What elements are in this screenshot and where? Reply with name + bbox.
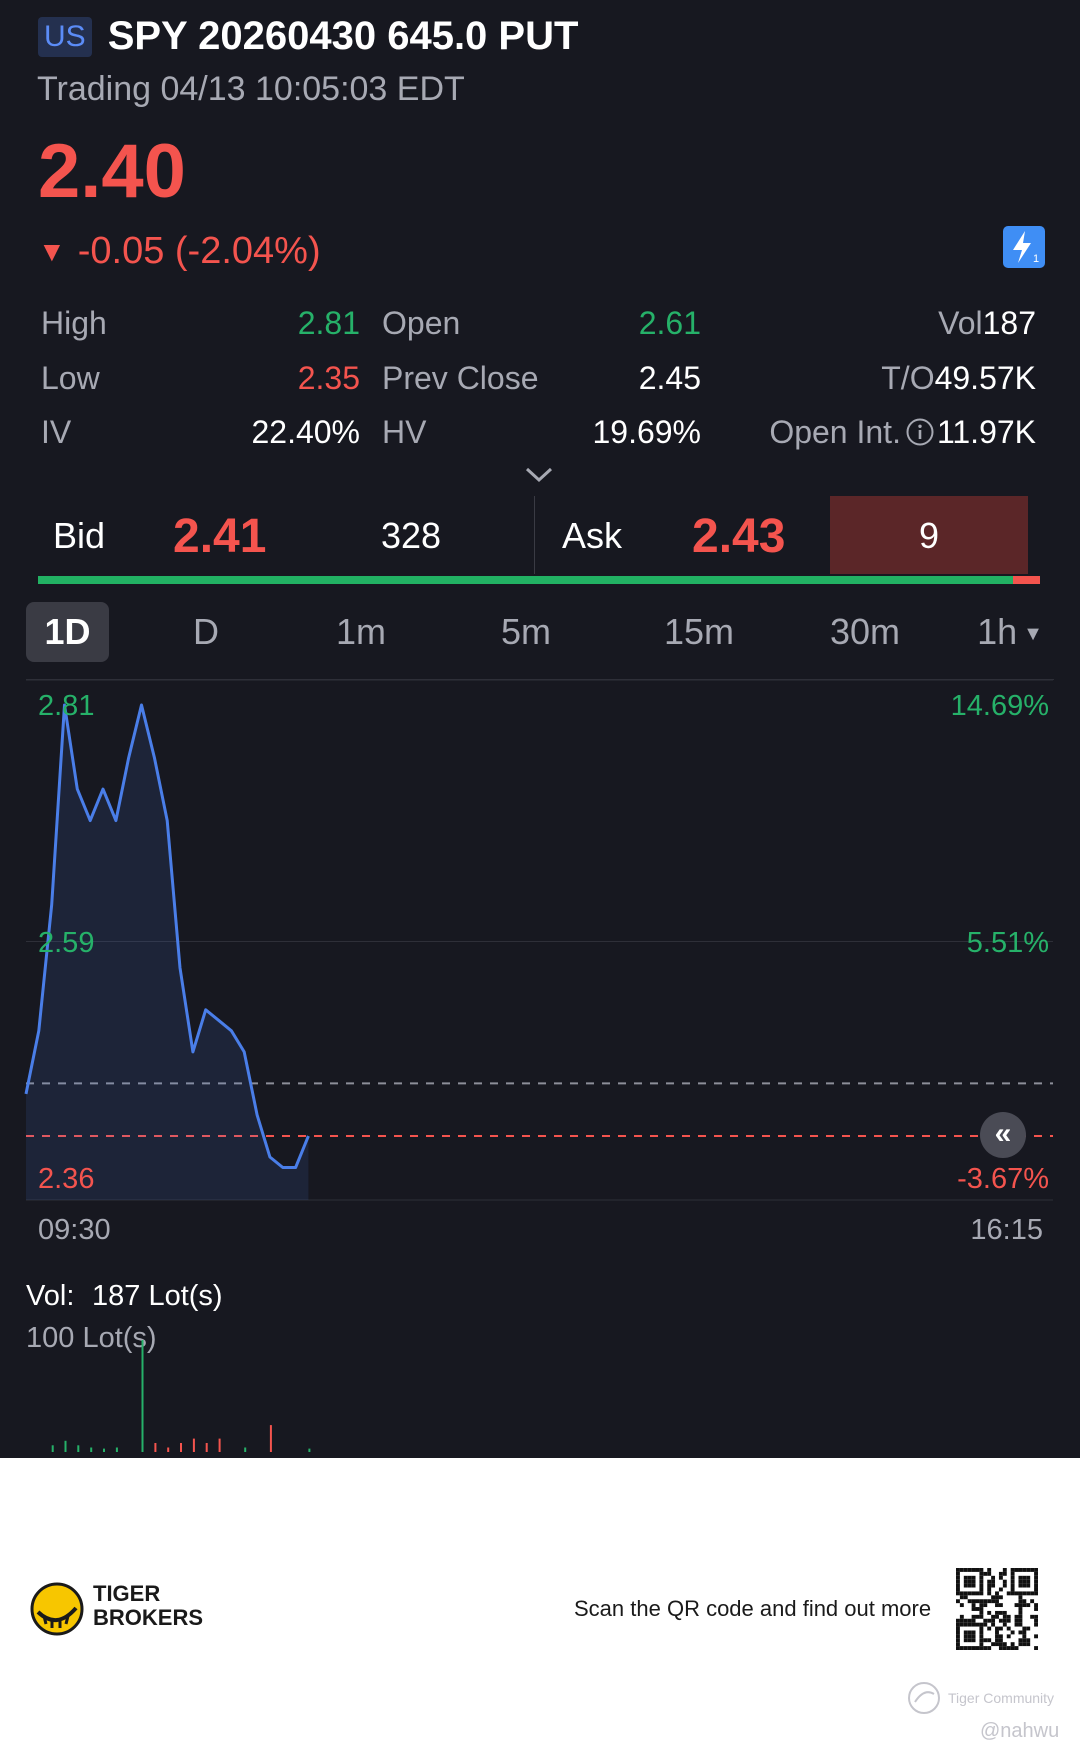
volume-bar (205, 1443, 208, 1452)
ask-size-highlight (830, 496, 1028, 574)
hv-label: HV (382, 414, 427, 450)
iv-value: 22.40% (251, 414, 360, 450)
chevron-down-icon[interactable] (523, 462, 555, 486)
tab-5m[interactable]: 5m (500, 611, 551, 652)
prev-close-label: Prev Close (382, 360, 539, 396)
tab-d[interactable]: D (193, 611, 219, 652)
trading-status: Trading 04/13 10:05:03 EDT (37, 70, 465, 108)
tiger-logo-icon (30, 1582, 84, 1636)
low-label: Low (41, 360, 100, 396)
community-watermark: Tiger Community (906, 1680, 1054, 1716)
volume-bar (244, 1447, 247, 1452)
iv-label: IV (41, 414, 72, 450)
bid-price: 2.41 (173, 510, 267, 563)
qr-code[interactable] (956, 1568, 1038, 1650)
y-tick-mid: 2.59 (38, 927, 95, 959)
community-logo-icon (908, 1682, 940, 1714)
change-value: -0.05 (-2.04%) (77, 230, 321, 272)
turnover-stat: T/O49.57K (780, 358, 1036, 398)
pct-tick-low: -3.67% (957, 1163, 1049, 1195)
volume-bar (115, 1447, 118, 1452)
y-tick-high: 2.81 (38, 690, 95, 722)
dropdown-caret-icon: ▼ (1023, 623, 1043, 645)
high-label: High (41, 305, 107, 341)
volume-bar (90, 1447, 93, 1452)
low-value: 2.35 (297, 360, 360, 396)
option-quote-screen: US SPY 20260430 645.0 PUT Trading 04/13 … (0, 0, 1080, 1458)
volume-bar (141, 1340, 144, 1452)
volume-bar (180, 1443, 182, 1452)
open-value: 2.61 (638, 305, 701, 341)
vol-stat: Vol187 (780, 303, 1036, 343)
bid-ratio-fill (38, 576, 1013, 584)
volume-bar (269, 1425, 272, 1452)
volume-bar (51, 1445, 54, 1452)
ask-label: Ask (562, 515, 623, 556)
volume-bar (154, 1443, 157, 1452)
bid-ask-divider (534, 496, 535, 574)
header: US SPY 20260430 645.0 PUT (38, 14, 578, 59)
vol-value: 187 (982, 305, 1036, 341)
bid-label: Bid (53, 515, 106, 556)
x-tick-start: 09:30 (38, 1214, 111, 1246)
x-tick-end: 16:15 (970, 1214, 1043, 1246)
lightning-icon[interactable]: 1 (1003, 226, 1045, 268)
price-area-fill (26, 705, 309, 1200)
open-int-value: 11.97K (936, 414, 1036, 450)
pct-tick-high: 14.69% (950, 690, 1049, 722)
share-footer: TIGER BROKERS Scan the QR code and find … (0, 1458, 1080, 1760)
vol-label: Vol (938, 305, 983, 341)
turnover-label: T/O (881, 360, 935, 396)
open-label: Open (382, 305, 461, 341)
bid-ask-ratio-bar (38, 576, 1040, 584)
scan-prompt: Scan the QR code and find out more (574, 1596, 932, 1621)
market-badge: US (38, 16, 92, 57)
turnover-value: 49.57K (934, 360, 1036, 396)
volume-scale-label: 100 Lot(s) (26, 1322, 157, 1354)
bid-ask-panel[interactable]: Bid 2.41 328 Ask 2.43 9 (38, 496, 1040, 584)
ask-price: 2.43 (692, 510, 786, 563)
scroll-to-latest-button[interactable]: « (980, 1112, 1026, 1158)
tab-1d[interactable]: 1D (26, 602, 109, 662)
user-handle: @nahwu (980, 1720, 1060, 1742)
volume-bar (167, 1447, 170, 1452)
down-arrow-icon: ▼ (38, 235, 66, 267)
ask-size: 9 (918, 515, 940, 556)
hv-value: 19.69% (592, 414, 701, 450)
info-icon[interactable] (905, 416, 935, 456)
volume-bar (192, 1438, 195, 1452)
volume-bar-chart (51, 1340, 311, 1452)
tab-1h[interactable]: 1h ▼ (977, 611, 1043, 652)
high-value: 2.81 (297, 305, 360, 341)
last-price: 2.40 (38, 129, 186, 214)
y-tick-low: 2.36 (38, 1163, 95, 1195)
ask-ratio-fill (1012, 576, 1040, 584)
tab-15m[interactable]: 15m (663, 611, 735, 652)
tab-1m[interactable]: 1m (335, 611, 386, 652)
volume-bar (64, 1440, 67, 1452)
price-change: ▼ -0.05 (-2.04%) (38, 230, 321, 273)
pct-tick-mid: 5.51% (966, 927, 1049, 959)
volume-value: 187 Lot(s) (92, 1280, 223, 1312)
prev-close-value: 2.45 (638, 360, 701, 396)
volume-bar (218, 1438, 221, 1452)
contract-title: SPY 20260430 645.0 PUT (107, 14, 579, 58)
brand-name: TIGER BROKERS (93, 1581, 204, 1630)
open-int-stat: Open Int. 11.97K (700, 412, 1036, 456)
tab-30m[interactable]: 30m (829, 611, 901, 652)
timeframe-tabs: 1D D 1m 5m 15m 30m 1h ▼ (26, 602, 1054, 662)
bid-size: 328 (381, 515, 442, 556)
intraday-line-chart[interactable] (0, 0, 1080, 1458)
volume-bar (308, 1448, 311, 1452)
volume-label: Vol: (26, 1280, 75, 1312)
svg-text:1: 1 (1033, 253, 1039, 265)
open-int-label: Open Int. (769, 414, 901, 450)
price-series-line (24, 703, 310, 1169)
volume-bar (77, 1445, 80, 1452)
volume-bar (103, 1448, 105, 1452)
